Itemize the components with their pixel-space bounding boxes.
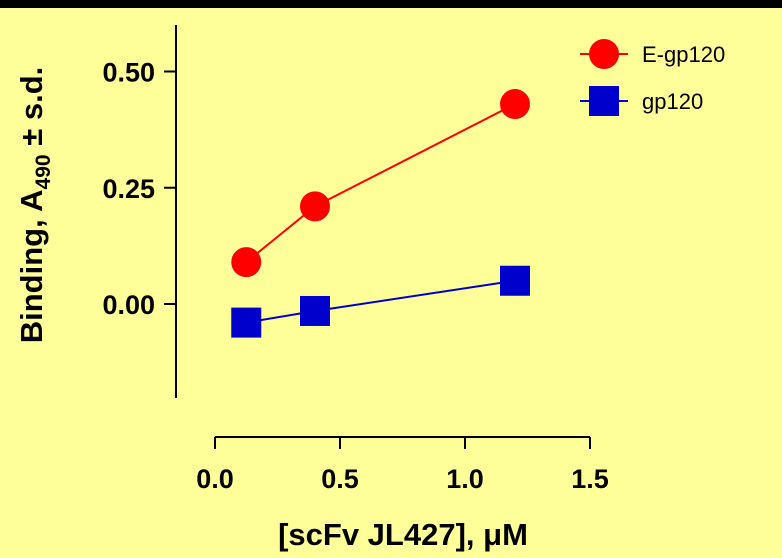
legend-entry: E-gp120 [580, 39, 725, 69]
legend-marker [589, 39, 619, 69]
series-layer [231, 89, 530, 338]
y-tick-label: 0.25 [102, 174, 155, 204]
legend: E-gp120 gp120 [580, 39, 725, 116]
x-tick-label: 1.5 [571, 464, 609, 494]
data-point [500, 265, 530, 296]
series-e-gp120 [231, 89, 530, 278]
data-point [300, 191, 330, 222]
data-point [300, 295, 330, 326]
data-point [500, 89, 530, 120]
x-tick-label: 0.5 [321, 464, 359, 494]
legend-label: E-gp120 [642, 42, 725, 67]
legend-marker [589, 86, 619, 116]
series-gp120 [231, 265, 530, 338]
y-axis-title-subscript: 490 [32, 154, 55, 189]
x-tick-label: 1.0 [446, 464, 484, 494]
data-point [231, 307, 262, 338]
y-tick-label: 0.00 [102, 290, 155, 320]
x-axis: 0.0 0.5 1.0 1.5 [196, 436, 609, 494]
y-axis: 0.00 0.25 0.50 [102, 25, 177, 398]
x-tick-label: 0.0 [196, 464, 234, 494]
legend-entry: gp120 [580, 86, 703, 116]
y-tick-label: 0.50 [102, 58, 155, 88]
series-line [246, 279, 516, 324]
legend-label: gp120 [642, 89, 703, 114]
top-border-bar [0, 0, 782, 8]
y-axis-title-suffix: ± s.d. [14, 67, 49, 155]
y-axis-title-prefix: Binding, A [14, 189, 49, 343]
series-line [245, 103, 516, 263]
x-axis-title: [scFv JL427], μM [278, 517, 528, 552]
y-axis-title: Binding, A490 ± s.d. [14, 67, 55, 344]
data-point [231, 247, 262, 278]
